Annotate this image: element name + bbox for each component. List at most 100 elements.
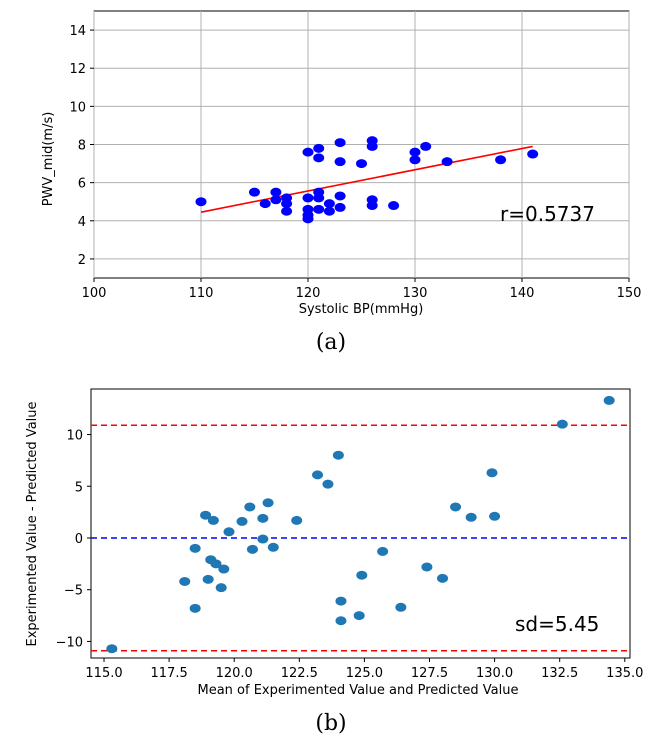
- chart-b-x-tick-label: 127.5: [411, 666, 448, 681]
- chart-a-point: [409, 155, 421, 165]
- chart-b-x-tick-label: 120.0: [216, 666, 253, 681]
- chart-a-point: [270, 195, 282, 205]
- chart-a-x-ticks: 100 110 120 130 140 150: [82, 278, 642, 301]
- chart-b-point: [377, 546, 389, 556]
- chart-a-point: [334, 202, 346, 212]
- chart-b-point: [236, 516, 248, 526]
- chart-a-point: [366, 201, 378, 211]
- chart-b-point: [218, 564, 230, 574]
- chart-b-point: [200, 510, 212, 520]
- chart-a-caption: (a): [316, 330, 346, 355]
- chart-b-points: [106, 395, 615, 654]
- chart-b-x-tick-label: 135.0: [606, 666, 643, 681]
- chart-b-point: [291, 515, 303, 525]
- chart-a-x-tick-label: 100: [82, 286, 107, 301]
- chart-a-x-tick-label: 120: [296, 286, 321, 301]
- chart-b-x-tick-label: 125.0: [346, 666, 383, 681]
- chart-b-point: [312, 470, 324, 480]
- chart-a-point: [313, 153, 325, 163]
- chart-b-point: [489, 511, 501, 521]
- chart-a-point: [366, 141, 378, 151]
- chart-a-y-tick-label: 2: [78, 253, 86, 268]
- chart-a-y-tick-label: 12: [69, 62, 86, 77]
- chart-b-y-tick-label: −5: [64, 584, 83, 599]
- chart-b-point: [603, 395, 615, 405]
- chart-a-y-tick-label: 10: [69, 100, 86, 115]
- chart-b-point: [202, 574, 214, 584]
- chart-b-x-label: Mean of Experimented Value and Predicted…: [198, 683, 519, 698]
- chart-b-point: [179, 576, 191, 586]
- chart-a-y-tick-label: 6: [78, 177, 86, 192]
- chart-a-y-tick-label: 14: [69, 24, 86, 39]
- chart-b-point: [450, 502, 462, 512]
- chart-b-y-tick-label: 5: [75, 480, 83, 495]
- chart-b-point: [486, 468, 498, 478]
- chart-a-x-tick-label: 130: [403, 286, 428, 301]
- chart-a-y-label: PWV_mid(m/s): [41, 112, 56, 207]
- chart-b-point: [465, 512, 477, 522]
- chart-b-point: [335, 616, 347, 626]
- chart-a-x-tick-label: 140: [510, 286, 535, 301]
- chart-b-point: [353, 611, 365, 621]
- chart-a: 100 110 120 130 140 150 2 4 6 8 10 12 14 r=0.5737 S…: [41, 10, 642, 355]
- chart-a-y-tick-label: 4: [78, 215, 86, 230]
- chart-b-x-ticks: 115.0 117.5 120.0 122.5 125.0 127.5 130.0 132.5…: [85, 658, 643, 681]
- chart-b-point: [210, 559, 222, 569]
- chart-b-point: [556, 419, 568, 429]
- chart-b-point: [356, 570, 368, 580]
- chart-b-point: [257, 513, 269, 523]
- chart-b-x-tick-label: 115.0: [85, 666, 122, 681]
- chart-a-point: [313, 193, 325, 203]
- chart-a-point: [313, 143, 325, 153]
- chart-a-point: [259, 199, 271, 209]
- chart-b: 115.0 117.5 120.0 122.5 125.0 127.5 130.0 132.5…: [25, 388, 643, 736]
- chart-a-grid: [93, 11, 630, 278]
- chart-a-points: [195, 136, 539, 224]
- chart-a-point: [334, 157, 346, 167]
- chart-b-annotation: sd=5.45: [515, 612, 599, 636]
- chart-a-point: [409, 147, 421, 157]
- chart-b-y-tick-label: 0: [75, 532, 83, 547]
- chart-b-point: [223, 527, 235, 537]
- chart-a-point: [420, 141, 432, 151]
- chart-a-y-ticks: 2 4 6 8 10 12 14: [69, 24, 94, 268]
- chart-b-x-tick-label: 117.5: [151, 666, 188, 681]
- chart-a-point: [441, 157, 453, 167]
- chart-b-point: [322, 479, 334, 489]
- chart-a-point: [356, 159, 367, 169]
- chart-b-y-label: Experimented Value - Predicted Value: [25, 401, 40, 646]
- chart-b-x-tick-label: 130.0: [476, 666, 513, 681]
- chart-b-x-tick-label: 132.5: [541, 666, 578, 681]
- chart-a-x-tick-label: 150: [617, 286, 642, 301]
- chart-a-x-label: Systolic BP(mmHg): [299, 302, 424, 317]
- chart-a-point: [323, 206, 335, 216]
- chart-b-point: [437, 573, 449, 583]
- chart-a-fit-line-group: [200, 145, 533, 213]
- chart-a-point: [323, 199, 335, 209]
- chart-a-point: [388, 201, 400, 211]
- chart-a-fit-line: [200, 145, 533, 213]
- chart-b-point: [335, 596, 347, 606]
- chart-b-point: [267, 542, 279, 552]
- chart-b-point: [246, 544, 258, 554]
- chart-a-point: [495, 155, 507, 165]
- chart-a-point: [302, 147, 314, 157]
- chart-b-y-tick-label: −10: [56, 635, 83, 650]
- chart-a-point: [281, 199, 293, 209]
- chart-a-point: [527, 149, 539, 159]
- chart-b-x-tick-label: 122.5: [281, 666, 318, 681]
- chart-b-point: [395, 602, 407, 612]
- chart-a-annotation: r=0.5737: [500, 202, 595, 226]
- chart-a-y-tick-label: 8: [78, 139, 86, 154]
- chart-a-point: [302, 193, 314, 203]
- chart-b-caption: (b): [315, 711, 346, 736]
- chart-b-point: [244, 502, 256, 512]
- chart-a-point: [281, 206, 293, 216]
- chart-b-y-ticks: 10 5 0 −5 −10: [56, 429, 91, 650]
- chart-a-point: [195, 197, 207, 207]
- chart-a-x-tick-label: 110: [189, 286, 214, 301]
- chart-b-point: [106, 644, 118, 654]
- chart-b-point: [257, 534, 269, 544]
- chart-a-point: [313, 204, 325, 214]
